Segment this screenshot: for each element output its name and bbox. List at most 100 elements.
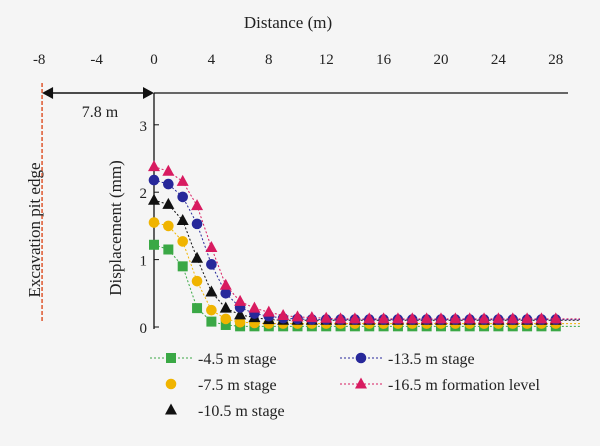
data-point (277, 309, 290, 321)
x-axis-label: Distance (m) (244, 13, 332, 32)
data-point (191, 275, 203, 287)
data-point (205, 240, 218, 252)
series-line (153, 199, 580, 321)
legend-label: -16.5 m formation level (388, 377, 541, 394)
data-point (406, 312, 419, 324)
data-point (234, 308, 247, 320)
y-tick-labels: 0 1 2 3 (140, 119, 159, 337)
x-tick-label: 20 (434, 52, 449, 68)
data-point (163, 178, 174, 190)
data-point (234, 294, 247, 306)
data-point (435, 312, 447, 324)
data-point (177, 261, 188, 272)
x-tick-label: 12 (319, 52, 334, 68)
x-tick-label: 28 (548, 52, 563, 68)
legend-item: -13.5 m stage (340, 351, 475, 368)
data-point (463, 312, 476, 324)
x-tick-label: -8 (33, 52, 46, 68)
data-point (334, 312, 347, 324)
data-point (191, 251, 204, 263)
data-point (234, 316, 246, 328)
data-point (176, 174, 189, 186)
x-tick-label: 16 (376, 52, 392, 68)
data-point (177, 236, 188, 247)
data-point (420, 312, 433, 324)
annotation-layer: Excavation pit edge 7.8 m (25, 83, 154, 323)
data-point (220, 319, 231, 330)
legend-item: -4.5 m stage (150, 351, 277, 368)
data-point (149, 239, 159, 250)
x-tick-label: 0 (150, 52, 158, 68)
data-point (163, 220, 174, 232)
legend: -4.5 m stage -7.5 m stage -10.5 m stage -13… (150, 351, 541, 420)
distance-arrow-right-head (143, 87, 154, 99)
legend-marker (165, 403, 177, 415)
x-tick-labels: -8 -4 0 4 8 12 16 20 24 28 (33, 52, 563, 68)
data-point (148, 217, 160, 228)
data-point (220, 288, 232, 299)
data-point (162, 164, 175, 176)
legend-item: -16.5 m formation level (340, 377, 541, 394)
distance-arrow-left-head (42, 87, 54, 99)
data-point (320, 311, 333, 323)
data-point (205, 285, 218, 297)
data-point (148, 193, 160, 205)
data-point (176, 214, 189, 226)
data-point (449, 312, 462, 324)
x-tick-label: 24 (491, 52, 507, 68)
data-point (219, 278, 232, 290)
y-axis-label: Displacement (mm) (106, 160, 125, 296)
data-point (478, 312, 491, 324)
data-point (291, 310, 304, 322)
data-point (521, 312, 534, 324)
legend-marker (166, 353, 176, 363)
series-2 (148, 217, 580, 329)
y-tick-label: 0 (140, 321, 148, 337)
legend-item: -7.5 m stage (165, 377, 277, 394)
data-point (177, 191, 188, 203)
legend-label: -13.5 m stage (388, 351, 475, 368)
data-point (220, 313, 232, 325)
series-5 (148, 160, 580, 324)
data-point (262, 305, 275, 317)
data-point (206, 259, 217, 270)
axes-layer: Distance (m) Displacement (mm) -8 -4 0 4 8 12… (33, 13, 568, 337)
data-point (206, 316, 217, 327)
series-layer (148, 160, 580, 332)
legend-marker (355, 352, 367, 364)
data-point (549, 312, 562, 324)
data-point (377, 312, 390, 324)
legend-label: -10.5 m stage (198, 403, 285, 420)
y-tick-label: 1 (140, 254, 148, 270)
data-point (506, 312, 519, 324)
x-tick-label: 8 (265, 52, 273, 68)
data-point (206, 304, 217, 316)
legend-item: -10.5 m stage (165, 403, 285, 420)
legend-marker (165, 378, 177, 390)
y-tick-label: 2 (140, 186, 148, 202)
data-point (148, 174, 160, 186)
x-tick-label: 4 (208, 52, 216, 68)
pit-edge-label: Excavation pit edge (25, 162, 44, 297)
data-point (305, 311, 318, 323)
series-line (153, 244, 580, 327)
data-point (348, 312, 361, 324)
data-point (162, 197, 175, 209)
data-point (163, 244, 174, 255)
legend-label: -4.5 m stage (198, 351, 277, 368)
data-point (391, 312, 404, 324)
data-point (248, 301, 261, 313)
data-point (191, 199, 204, 211)
data-point (363, 312, 376, 324)
data-point (219, 301, 232, 313)
legend-label: -7.5 m stage (198, 377, 277, 394)
series-line (153, 166, 580, 320)
x-tick-label: -4 (90, 52, 103, 68)
data-point (192, 303, 203, 314)
data-point (148, 160, 160, 172)
distance-label: 7.8 m (82, 104, 119, 121)
legend-marker (355, 377, 367, 389)
data-point (535, 312, 548, 324)
